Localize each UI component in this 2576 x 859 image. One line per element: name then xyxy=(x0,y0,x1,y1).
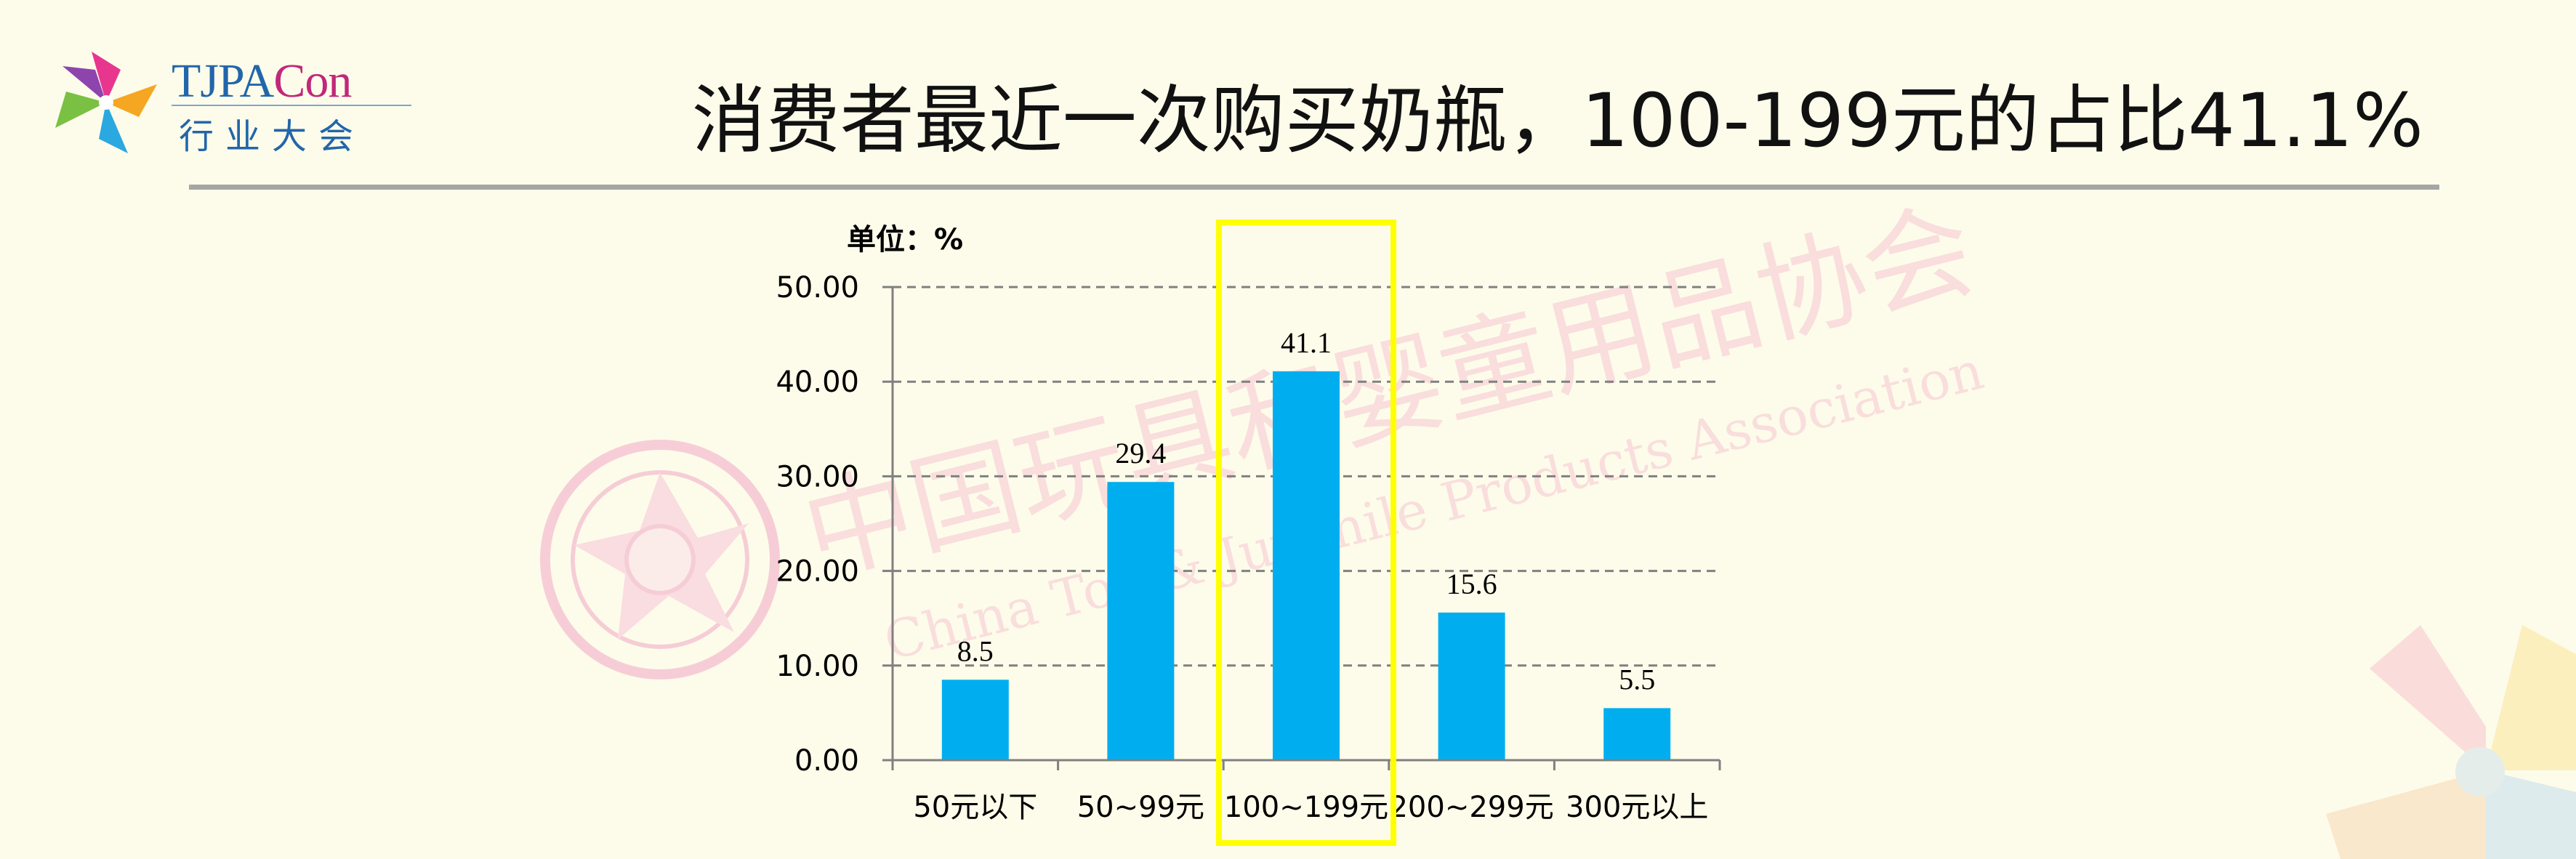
y-tick-label: 40.00 xyxy=(776,366,859,399)
x-tick-label: 100~199元 xyxy=(1224,791,1388,824)
unit-label: 单位：% xyxy=(847,223,963,257)
bar xyxy=(941,679,1009,760)
x-tick-label: 200~299元 xyxy=(1389,791,1553,824)
y-tick-label: 30.00 xyxy=(776,460,859,493)
bar xyxy=(1107,482,1175,760)
title-divider xyxy=(189,185,2439,190)
y-tick-label: 20.00 xyxy=(776,555,859,589)
x-tick-label: 50~99元 xyxy=(1077,791,1204,824)
logo-brand: TJPACon xyxy=(172,54,352,109)
tjpacon-logo: TJPACon 行业大会 xyxy=(48,48,411,157)
data-label: 5.5 xyxy=(1619,663,1655,695)
bar xyxy=(1273,371,1340,760)
y-tick-label: 50.00 xyxy=(776,271,859,305)
logo-brand-main: TJPA xyxy=(172,55,274,108)
data-label: 8.5 xyxy=(957,634,994,667)
data-label: 41.1 xyxy=(1281,326,1332,359)
bars-layer xyxy=(941,371,1671,760)
logo-brand-suffix: Con xyxy=(273,55,352,108)
x-tick-label: 50元以下 xyxy=(913,791,1037,824)
axis-layer xyxy=(882,286,1721,770)
logo-divider xyxy=(172,105,411,106)
page-title: 消费者最近一次购买奶瓶，100-199元的占比41.1% xyxy=(691,78,2423,164)
data-label: 15.6 xyxy=(1446,568,1497,600)
bar xyxy=(1603,708,1671,760)
y-tick-label: 0.00 xyxy=(794,744,859,778)
x-tick-label: 300元以上 xyxy=(1566,791,1708,824)
logo-subtitle: 行业大会 xyxy=(179,116,366,157)
watermark-seal-icon xyxy=(540,440,780,679)
pinwheel-logo-icon xyxy=(55,52,157,153)
highlight-box xyxy=(1216,219,1396,846)
data-label: 29.4 xyxy=(1115,437,1166,469)
corner-pinwheel-icon xyxy=(2326,625,2576,859)
labels-layer: 0.00 10.00 20.00 30.00 40.00 50.00 8.5 50元以下 29.… xyxy=(776,271,1708,824)
bar xyxy=(1438,612,1505,760)
y-tick-label: 10.00 xyxy=(776,650,859,683)
